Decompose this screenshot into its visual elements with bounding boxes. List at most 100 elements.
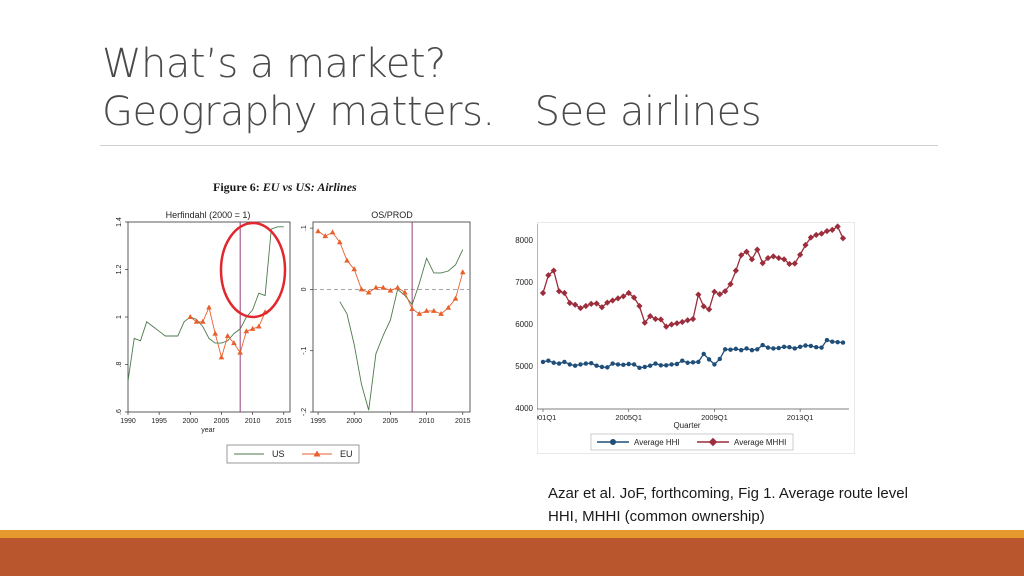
- panel2-ytick-label: .1: [301, 225, 308, 231]
- panel2-eu-point: [431, 307, 437, 313]
- panel2-eu-point: [365, 289, 372, 295]
- panel2-eu-point: [336, 239, 343, 245]
- panel2-eu-point: [322, 233, 329, 239]
- hhi-point: [599, 364, 605, 370]
- hhi-point: [733, 346, 739, 352]
- chart3-xtick-label: 2005Q1: [615, 413, 642, 422]
- hhi-point: [626, 361, 631, 367]
- highlight-circle: [219, 221, 287, 319]
- chart3-xlabel: Quarter: [673, 421, 700, 430]
- hhi-point: [551, 360, 556, 365]
- legend-us-label: US: [272, 449, 285, 459]
- hhi-point: [685, 360, 690, 365]
- chart3-plot-frame: [537, 224, 849, 410]
- hhi-point: [814, 344, 819, 350]
- panel1-eu-point: [187, 314, 194, 319]
- panel1-eu-point: [243, 328, 250, 334]
- panel1-eu-point: [218, 354, 225, 360]
- panel1-xlabel: year: [201, 427, 215, 434]
- figure-label: Figure 6:: [213, 180, 260, 194]
- panel2-xtick-label: 1995: [310, 418, 326, 425]
- panel2-xtick-label: 2010: [419, 418, 435, 425]
- chart3-ytick-label: 6000: [515, 319, 533, 329]
- hhi-point: [664, 363, 669, 368]
- panel2-eu-point: [358, 286, 365, 292]
- figure-title: EU vs US: Airlines: [262, 180, 357, 194]
- panel2-eu-point: [423, 307, 430, 313]
- chart3-xtick-label: 2013Q1: [787, 413, 814, 422]
- mhhi-point: [684, 317, 691, 324]
- panel2-eu-point: [351, 266, 358, 272]
- panel1-eu-point: [206, 304, 212, 310]
- hhi-point: [797, 344, 803, 349]
- hhi-point: [722, 347, 728, 352]
- airlines-figure-left: Herfindahl (2000 = 1) .6 .8 1 1.2 1.4 1990 19…: [110, 205, 480, 467]
- panel1-xtick-label: 1990: [120, 418, 136, 425]
- hhi-point: [589, 360, 594, 366]
- hhi-point: [690, 360, 696, 365]
- panel2-eu-point: [409, 306, 415, 312]
- panel2-ytick-label: -.2: [301, 408, 308, 416]
- hhi-point: [674, 361, 680, 367]
- citation-text: Azar et al. JoF, forthcoming, Fig 1. Ave…: [548, 485, 908, 525]
- panel1-xtick-label: 1995: [151, 418, 167, 425]
- hhi-point: [653, 361, 658, 366]
- hhi-point: [680, 358, 685, 363]
- panel1-ytick-label: 1.2: [116, 265, 123, 275]
- footer-band-bottom: [0, 538, 1024, 576]
- hhi-point: [696, 359, 701, 365]
- panel1-eu-point: [231, 340, 237, 346]
- hhi-point: [572, 363, 578, 368]
- panel2-eu-point: [373, 284, 379, 290]
- chart3-ytick-label: 5000: [515, 362, 533, 371]
- panel2-title: OS/PROD: [371, 210, 413, 220]
- legend-hhi-label: Average HHI: [634, 438, 680, 447]
- legend-left: US EU: [226, 444, 360, 464]
- hhi-point: [562, 359, 567, 365]
- panel1-eu-point: [237, 349, 243, 355]
- hhi-point: [776, 345, 781, 351]
- hhi-point: [824, 337, 830, 343]
- title-part-airlines: See airlines: [534, 89, 762, 135]
- panel2-eu-point: [394, 284, 401, 290]
- hhi-point: [701, 351, 706, 357]
- hhi-point: [792, 346, 797, 351]
- hhi-point: [567, 362, 572, 367]
- panel2-eu-point: [344, 257, 350, 263]
- panel1-series-us-line: [127, 226, 284, 382]
- hhi-point: [771, 346, 776, 351]
- hhi-point: [556, 361, 562, 366]
- hhi-point: [669, 362, 674, 367]
- chart3-ytick-label: 7000: [515, 277, 533, 287]
- hhi-point: [605, 365, 610, 370]
- hhi-point: [642, 364, 647, 370]
- hhi-point: [658, 363, 664, 368]
- panel2-eu-point: [315, 228, 321, 234]
- legend-eu-label: EU: [340, 449, 353, 459]
- hhi-point: [739, 347, 744, 353]
- title-divider: [100, 145, 938, 146]
- panel1-eu-point: [212, 330, 219, 336]
- hhi-point: [749, 347, 755, 353]
- panel1-eu-point: [199, 318, 206, 324]
- footer-band-top: [0, 530, 1024, 538]
- panel1-ytick-label: 1.4: [116, 217, 123, 227]
- title-part-geography: Geography matters.: [102, 89, 495, 135]
- panel2-frame: [312, 221, 471, 413]
- panel2-eu-point: [452, 295, 459, 301]
- panel1-xtick-label: 2000: [183, 418, 199, 425]
- hhi-point: [583, 361, 589, 366]
- panel1-xtick-label: 2015: [276, 418, 292, 425]
- panel1-xtick-label: 2005: [214, 418, 230, 425]
- title-line-1: What’s a market?: [102, 41, 446, 87]
- panel2-ytick-label: -.1: [301, 347, 308, 355]
- hhi-point: [637, 365, 642, 370]
- chart3-ytick-label: 4000: [515, 404, 533, 413]
- panel1-ytick-label: .6: [116, 409, 123, 415]
- panel2-eu-point: [402, 289, 408, 295]
- panel1-ytick-label: 1: [116, 315, 123, 319]
- panel1-eu-point: [193, 318, 200, 324]
- panel2-eu-point: [380, 284, 386, 290]
- panel2-xtick-label: 2015: [455, 418, 471, 425]
- panel2-eu-point: [387, 287, 394, 293]
